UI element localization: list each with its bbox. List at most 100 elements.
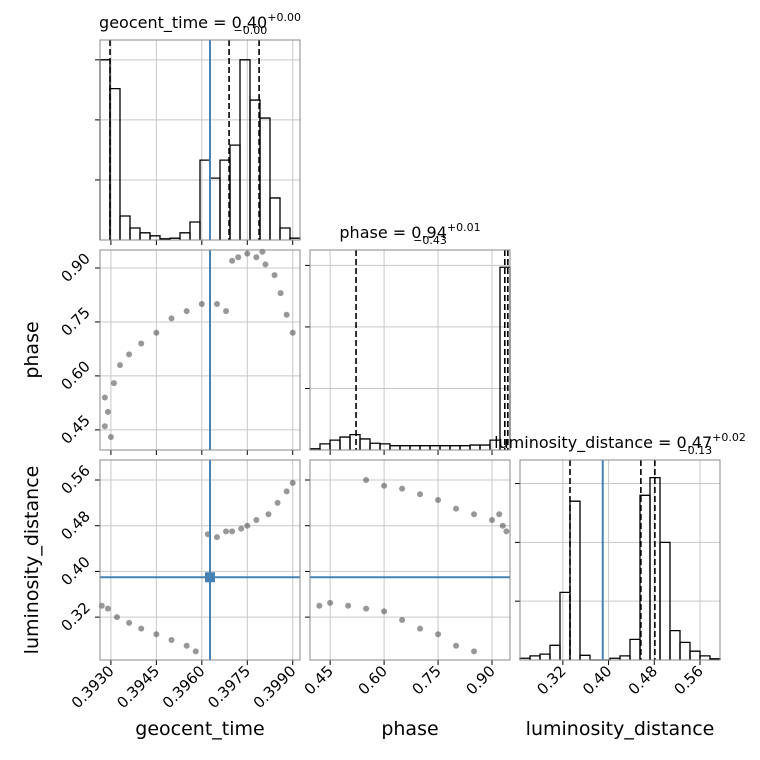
- hist-bar: [689, 650, 701, 660]
- sample-point: [327, 599, 334, 606]
- sample-point: [363, 605, 370, 612]
- sample-point: [363, 477, 370, 483]
- hist-bar: [229, 144, 241, 240]
- hist-bar: [339, 436, 351, 450]
- hist-bar: [699, 655, 711, 660]
- y-tick-label: 0.40: [57, 553, 93, 589]
- hist-bar: [379, 443, 391, 450]
- truth-marker: [205, 572, 215, 583]
- y-tick-label: 0.32: [57, 599, 93, 635]
- hist-bar: [469, 444, 481, 450]
- panel-frame: [99, 459, 301, 661]
- sample-point: [503, 528, 510, 535]
- hist-bar: [679, 641, 691, 660]
- sample-point: [107, 434, 114, 441]
- sample-point: [417, 625, 424, 632]
- sample-point: [381, 608, 388, 615]
- hist-bar: [669, 629, 681, 660]
- sample-point: [168, 637, 175, 643]
- title-plus: +0.02: [712, 431, 746, 444]
- title-plus: +0.01: [447, 221, 481, 234]
- sample-point: [471, 648, 478, 655]
- sample-point: [417, 491, 424, 498]
- sample-point: [453, 642, 460, 649]
- x-axis-label: luminosity_distance: [526, 718, 715, 740]
- sample-point: [289, 479, 296, 486]
- sample-point: [271, 272, 278, 279]
- sample-point: [499, 522, 506, 529]
- hist-bar: [279, 227, 291, 240]
- title-minus: −0.00: [234, 24, 268, 37]
- x-tick-label: 0.3960: [159, 662, 209, 712]
- sample-point: [138, 625, 145, 632]
- hist-bar: [569, 500, 581, 660]
- sample-point: [274, 499, 281, 506]
- hist-bar: [479, 444, 491, 450]
- sample-point: [244, 522, 251, 529]
- sample-point: [253, 254, 260, 261]
- hist-bar: [219, 159, 231, 240]
- hist-bar: [549, 644, 561, 660]
- sample-point: [153, 329, 160, 336]
- hist-bar: [119, 215, 131, 240]
- hist-bar: [659, 541, 671, 660]
- title-minus: −0.13: [678, 444, 712, 457]
- sample-point: [435, 631, 442, 638]
- x-tick-label: 0.75: [409, 662, 445, 698]
- sample-point: [399, 617, 406, 623]
- hist-bar: [419, 445, 431, 450]
- sample-point: [126, 619, 133, 626]
- sample-point: [277, 290, 284, 297]
- x-tick-label: 0.3945: [113, 662, 163, 712]
- title-plus: +0.00: [267, 11, 301, 24]
- x-tick-label: 0.45: [301, 662, 337, 698]
- x-tick-label: 0.32: [533, 662, 569, 698]
- sample-point: [192, 648, 199, 655]
- sample-point: [283, 488, 290, 495]
- sample-point: [253, 517, 260, 523]
- sample-point: [113, 614, 120, 621]
- sample-point: [213, 534, 220, 541]
- sample-point: [223, 528, 230, 535]
- x-tick-label: 0.40: [579, 662, 615, 698]
- hist-bar: [559, 591, 571, 660]
- x-tick-label: 0.90: [462, 662, 498, 698]
- x-axis-label: geocent_time: [135, 718, 264, 740]
- panel-title: phase = 0.94+0.01 −0.43: [339, 221, 480, 247]
- sample-point: [229, 528, 236, 535]
- hist-bar: [409, 445, 421, 450]
- hist-bar: [389, 445, 401, 450]
- sample-point: [489, 517, 496, 523]
- sample-point: [381, 482, 388, 489]
- title-main: luminosity_distance = 0.47: [494, 433, 712, 453]
- sample-point: [435, 497, 442, 503]
- sample-point: [244, 250, 251, 257]
- hist-bar: [319, 443, 331, 450]
- x-tick-label: 0.56: [670, 662, 706, 698]
- hist-bar: [369, 442, 381, 450]
- sample-point: [229, 257, 236, 264]
- title-minus: −0.43: [413, 234, 447, 247]
- hist-bar: [259, 117, 271, 240]
- hist-bar: [99, 59, 111, 240]
- hist-bar: [529, 655, 541, 660]
- sample-point: [223, 308, 230, 315]
- sample-point: [283, 311, 290, 318]
- title-main: phase = 0.94: [339, 223, 446, 242]
- sample-point: [198, 300, 205, 307]
- sample-point: [238, 525, 245, 532]
- y-tick-label: 0.75: [57, 303, 93, 339]
- y-tick-label: 0.45: [57, 411, 93, 447]
- panel-frame: [99, 39, 301, 241]
- hist-bar: [349, 433, 361, 450]
- hist-bar: [629, 638, 641, 660]
- panel-title: geocent_time = 0.40+0.00 −0.00: [99, 11, 301, 37]
- x-tick-label: 0.3975: [204, 662, 254, 712]
- hist-bar: [239, 59, 251, 240]
- hist-bar: [539, 653, 551, 660]
- sample-point: [235, 254, 242, 261]
- sample-point: [104, 408, 111, 415]
- y-tick-label: 0.90: [57, 249, 93, 285]
- panel-frame: [99, 249, 301, 451]
